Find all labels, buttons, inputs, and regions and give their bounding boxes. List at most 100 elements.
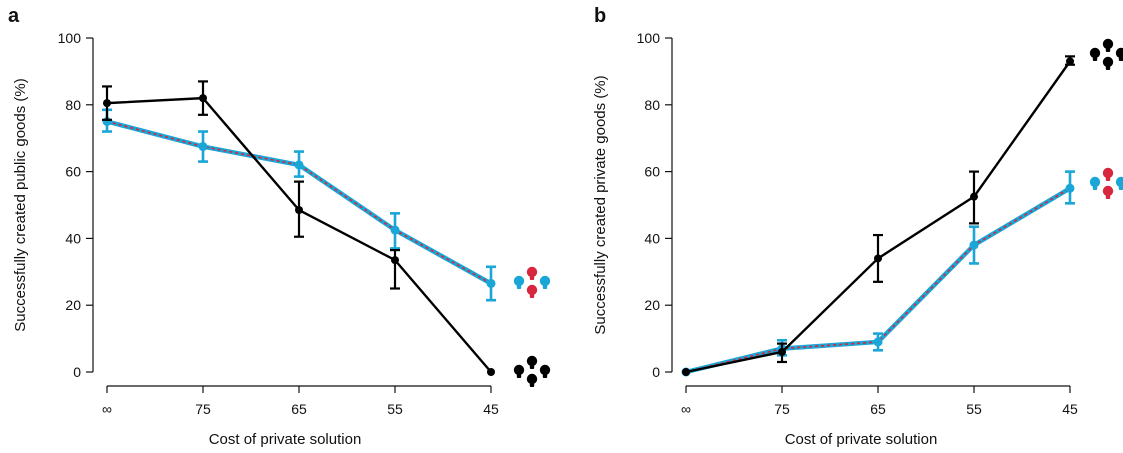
bulb-icon (526, 355, 538, 369)
black-bulb-group-icon (513, 355, 551, 387)
y-tick-label: 0 (652, 364, 660, 380)
bulb-head (1089, 47, 1101, 59)
bulb-base (1118, 56, 1123, 61)
series-1 (102, 108, 496, 302)
bulb-base (1105, 65, 1111, 70)
bulb-icon (1102, 185, 1114, 199)
data-point (778, 347, 786, 356)
x-tick-label: 65 (291, 401, 307, 417)
y-tick-label: 100 (58, 30, 82, 46)
panel-a: a Successfully created public goods (%) … (8, 5, 551, 448)
bulb-head (1102, 185, 1114, 197)
series-0 (682, 55, 1075, 376)
bulb-icon (526, 284, 538, 298)
bulb-base (529, 275, 535, 280)
mixed-bulb-group-icon (513, 266, 551, 298)
data-point (390, 225, 400, 235)
bulb-base (516, 373, 522, 378)
bulb-base (1105, 194, 1111, 199)
y-tick-label: 100 (637, 30, 661, 46)
x-tick-label: 75 (195, 401, 211, 417)
data-point (1065, 183, 1075, 193)
y-tick-label: 40 (65, 230, 81, 246)
x-tick-label: 75 (774, 401, 790, 417)
x-tick-label: 55 (387, 401, 403, 417)
panel-label: b (594, 5, 606, 27)
bulb-head (539, 364, 551, 376)
bulb-head (1102, 167, 1114, 179)
x-tick-label: 45 (1062, 401, 1078, 417)
data-point (1066, 57, 1074, 66)
y-tick-label: 60 (65, 164, 81, 180)
y-tick-label: 80 (644, 97, 660, 113)
data-point (198, 142, 208, 152)
bulb-base (1118, 185, 1123, 190)
bulb-icon (513, 364, 525, 378)
bulb-head (1089, 176, 1101, 188)
bulb-base (516, 284, 522, 289)
bulb-head (526, 284, 538, 296)
series-line-dash (685, 187, 1071, 373)
x-tick-label: 45 (483, 401, 499, 417)
plot-area: 0 20 40 60 80 100 ∞ 75 65 55 45 (637, 30, 1123, 417)
data-point (294, 160, 304, 170)
x-tick-label: ∞ (102, 401, 112, 417)
bulb-icon (1115, 176, 1123, 190)
series-line-dash (106, 120, 492, 285)
data-point (486, 278, 496, 288)
bulb-icon (526, 266, 538, 280)
bulb-icon (539, 275, 551, 289)
plot-area: 0 20 40 60 80 100 ∞ 75 65 55 45 (58, 30, 551, 417)
black-bulb-group-icon (1089, 38, 1123, 70)
bulb-base (529, 293, 535, 298)
x-axis-label: Cost of private solution (785, 431, 938, 448)
x-axis-label: Cost of private solution (209, 431, 362, 448)
bulb-base (1105, 176, 1111, 181)
y-tick-label: 40 (644, 230, 660, 246)
y-tick-label: 60 (644, 164, 660, 180)
y-axis-label: Successfully created public goods (%) (12, 78, 29, 331)
data-point (103, 99, 111, 108)
bulb-base (529, 364, 535, 369)
y-tick-label: 80 (65, 97, 81, 113)
bulb-head (526, 373, 538, 385)
error-bar (390, 248, 400, 290)
mixed-bulb-group-icon (1089, 167, 1123, 199)
bulb-head (1115, 176, 1123, 188)
y-tick-label: 20 (644, 297, 660, 313)
data-point (487, 368, 495, 376)
bulb-head (539, 275, 551, 287)
bulb-head (513, 275, 525, 287)
series-line (685, 60, 1071, 374)
data-point (969, 240, 979, 250)
bulb-icon (1102, 167, 1114, 181)
bulb-icon (539, 364, 551, 378)
series-0 (102, 80, 495, 376)
data-point (199, 94, 207, 103)
bulb-base (529, 382, 535, 387)
data-point (391, 256, 399, 265)
bulb-icon (1089, 176, 1101, 190)
data-point (970, 192, 978, 201)
data-point (873, 337, 883, 347)
bulb-base (1105, 47, 1111, 52)
bulb-icon (1102, 56, 1114, 70)
panel-b: b Successfully created private goods (%)… (592, 5, 1123, 448)
bulb-head (1102, 38, 1114, 50)
y-tick-label: 20 (65, 297, 81, 313)
bulb-head (526, 355, 538, 367)
bulb-base (1092, 56, 1098, 61)
bulb-base (542, 373, 548, 378)
data-point (874, 254, 882, 263)
panel-label: a (8, 5, 20, 27)
data-point (682, 368, 690, 376)
bulb-icon (526, 373, 538, 387)
bulb-head (513, 364, 525, 376)
bulb-icon (1089, 47, 1101, 61)
y-tick-label: 0 (73, 364, 81, 380)
bulb-head (1102, 56, 1114, 68)
bulb-icon (1115, 47, 1123, 61)
x-tick-label: ∞ (681, 401, 691, 417)
bulb-icon (1102, 38, 1114, 52)
